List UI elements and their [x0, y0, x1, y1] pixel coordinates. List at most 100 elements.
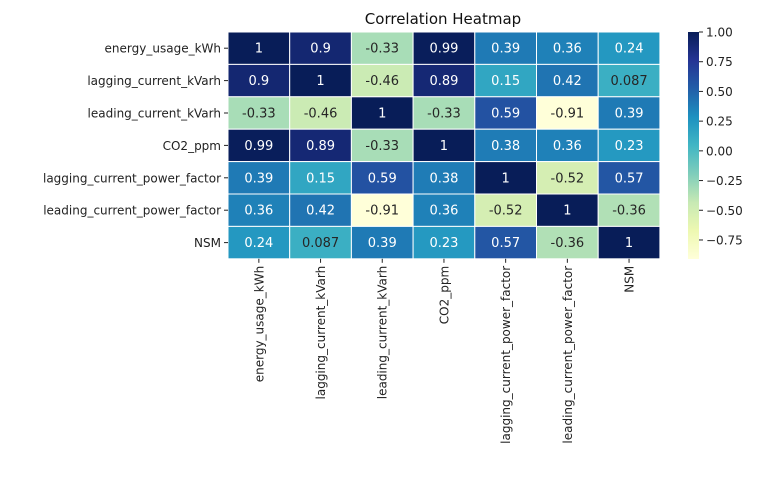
heatmap-cell [474, 225, 537, 260]
heatmap-cell [597, 96, 661, 130]
heatmap-cell [536, 225, 599, 260]
heatmap-cell-label: 0.99 [429, 42, 458, 57]
heatmap-cell [289, 31, 352, 65]
heatmap-cell-label: 1 [316, 74, 324, 89]
heatmap-cell-label: 0.087 [302, 236, 339, 251]
heatmap-cell-label: 0.15 [306, 171, 335, 186]
heatmap-cell-label: 1 [563, 204, 571, 219]
heatmap-cell-label: -0.52 [551, 171, 585, 186]
heatmap-cell [227, 161, 291, 195]
colorbar-ticks: 1.00 0.75 0.50 0.25 0.00 −0.25 −0.50 −0.75 [699, 26, 743, 247]
y-axis-tick-label: lagging_current_kVarh [87, 74, 221, 88]
heatmap-cell [474, 96, 537, 130]
y-axis-tick-label: lagging_current_power_factor [43, 171, 221, 185]
heatmap-cell-label: 0.15 [491, 74, 520, 89]
y-axis-tick-label: CO2_ppm [163, 139, 221, 153]
heatmap-cell-label: 0.24 [244, 236, 273, 251]
heatmap-cell [474, 63, 537, 98]
colorbar-tick-label: −0.75 [706, 233, 743, 247]
x-axis-tick-label: NSM [623, 266, 637, 293]
heatmap-cell [536, 96, 599, 130]
heatmap-cell [289, 96, 352, 130]
y-axis-tick-labels: energy_usage_kWh lagging_current_kVarhlea… [43, 42, 228, 250]
colorbar-tick-label: −0.50 [706, 204, 743, 218]
heatmap-cell-label: -0.33 [242, 107, 276, 122]
heatmap-cell-label: -0.33 [365, 42, 399, 57]
heatmap-cell [474, 193, 537, 227]
heatmap-cell-label: 0.99 [244, 139, 273, 154]
heatmap-cell [350, 225, 414, 260]
heatmap-cell [597, 193, 661, 227]
heatmap-cell [597, 128, 661, 163]
heatmap-cell-label: 0.36 [553, 139, 582, 154]
x-axis-tick-labels: energy_usage_kWh lagging_current_kVarh lea… [252, 258, 637, 444]
heatmap-cell-label: -0.91 [365, 204, 399, 219]
heatmap-cell [350, 63, 414, 98]
x-axis-tick-label: CO2_ppm [437, 266, 451, 324]
heatmap-cell [412, 225, 476, 260]
heatmap-cell-label: 0.38 [429, 171, 458, 186]
x-axis-tick-label: leading_current_kVarh [376, 266, 390, 399]
heatmap-cell-label: 0.57 [615, 171, 644, 186]
heatmap-cell-label: 0.36 [244, 204, 273, 219]
chart-title: Correlation Heatmap [365, 10, 521, 28]
colorbar-gradient [688, 32, 699, 259]
heatmap-cell [350, 161, 414, 195]
heatmap-cell [536, 128, 599, 163]
colorbar-tick-label: 0.75 [706, 55, 733, 69]
colorbar-tick-label: −0.25 [706, 174, 743, 188]
heatmap-cell-label: 1 [255, 42, 263, 57]
x-axis-tick-label: leading_current_power_factor [561, 266, 575, 444]
heatmap-cell-label: 0.36 [553, 42, 582, 57]
heatmap-cell [412, 96, 476, 130]
heatmap-cell [412, 193, 476, 227]
colorbar: 1.00 0.75 0.50 0.25 0.00 −0.25 −0.50 −0.75 [688, 26, 743, 259]
heatmap-cell-label: 0.42 [306, 204, 335, 219]
heatmap-cell-label: 0.39 [615, 107, 644, 122]
heatmap-cell-label: 0.087 [610, 74, 647, 89]
y-axis-tick-label: energy_usage_kWh [105, 42, 221, 56]
heatmap-cell-label: 1 [440, 139, 448, 154]
heatmap-cell-label: 0.59 [368, 171, 397, 186]
heatmap-cell-label: -0.46 [365, 74, 399, 89]
colorbar-tick-label: 0.25 [706, 115, 733, 129]
colorbar-tick-label: 0.00 [706, 144, 733, 158]
heatmap-cell-label: 1 [502, 171, 510, 186]
heatmap-cell-label: 0.59 [491, 107, 520, 122]
heatmap-cell [227, 225, 291, 260]
y-axis-tick-label: leading_current_power_factor [43, 204, 221, 218]
heatmap-cell-label: 0.57 [491, 236, 520, 251]
heatmap-cell-label: 0.39 [244, 171, 273, 186]
heatmap-cell [227, 193, 291, 227]
heatmap-cell [350, 96, 414, 130]
x-axis-tick-label: lagging_current_kVarh [314, 266, 328, 400]
heatmap-cell-label: -0.46 [304, 107, 338, 122]
heatmap-cell [289, 193, 352, 227]
y-axis-tick-label: NSM [194, 236, 221, 250]
x-axis-tick-label: lagging_current_power_factor [499, 266, 513, 444]
heatmap-cell [227, 128, 291, 163]
heatmap-cell-label: -0.33 [365, 139, 399, 154]
heatmap-cell [597, 63, 661, 98]
colorbar-tick-label: 0.50 [706, 85, 733, 99]
heatmap-cell-label: -0.36 [551, 236, 585, 251]
heatmap-cell-label: -0.52 [489, 204, 523, 219]
heatmap-cell [536, 31, 599, 65]
heatmap-cell-label: 0.24 [615, 42, 644, 57]
y-axis-tick-label: leading_current_kVarh [88, 107, 221, 121]
heatmap-cell-label: -0.36 [612, 204, 646, 219]
heatmap-cell-label: -0.91 [551, 107, 585, 122]
heatmap-cell-label: 0.39 [368, 236, 397, 251]
heatmap-cell-label: 1 [378, 107, 386, 122]
heatmap-cell-label: 0.9 [310, 42, 331, 57]
heatmap-cell-label: 0.23 [615, 139, 644, 154]
heatmap-cell-label: 0.89 [429, 74, 458, 89]
heatmap-cell-label: 0.9 [249, 74, 270, 89]
heatmap-cell-label: 1 [625, 236, 633, 251]
heatmap-cell [597, 225, 661, 260]
heatmap-cells: 1 0.9 -0.33 0.99 0.39 0.36 0.24 0.9 1 -0.46 0.89 0.… [227, 31, 661, 260]
heatmap-cell [227, 31, 291, 65]
colorbar-tick-label: 1.00 [706, 26, 733, 40]
heatmap-cell-label: -0.33 [427, 107, 461, 122]
